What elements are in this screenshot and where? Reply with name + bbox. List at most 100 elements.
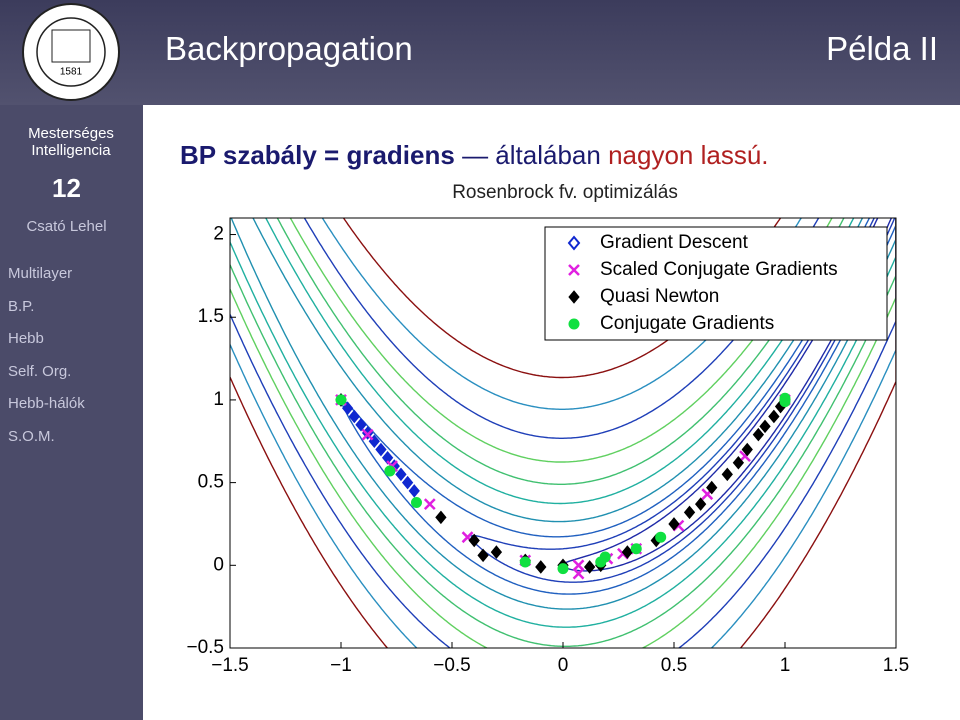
- marker-diamond: [683, 505, 696, 520]
- logo-year: 1581: [60, 67, 83, 78]
- marker-diamond-open: [567, 235, 581, 251]
- nav-item[interactable]: S.O.M.: [8, 427, 55, 445]
- marker-diamond: [774, 399, 787, 414]
- marker-x: [617, 547, 629, 560]
- marker-diamond: [490, 545, 503, 559]
- headline: BP szabály = gradiens — általában nagyon…: [180, 140, 769, 171]
- headline-dash: —: [462, 140, 489, 170]
- marker-diamond: [779, 393, 791, 407]
- marker-x: [568, 264, 580, 276]
- marker-x: [739, 450, 751, 463]
- lecture-number: 12: [52, 173, 81, 203]
- marker-diamond: [519, 553, 531, 568]
- x-tick-label: 1: [780, 655, 791, 676]
- marker-x: [519, 554, 532, 567]
- headline-bold: BP szabály = gradiens: [180, 140, 455, 170]
- marker-diamond: [721, 467, 733, 482]
- marker-x: [572, 559, 585, 572]
- contour-line: [340, 218, 896, 595]
- x-tick-label: −1: [330, 655, 352, 676]
- marker-diamond: [621, 545, 634, 559]
- y-tick-label: 0.5: [198, 472, 224, 493]
- marker-diamond: [694, 497, 707, 511]
- marker-circle: [557, 563, 569, 575]
- contour-line: [230, 218, 896, 628]
- nav-item[interactable]: B.P.: [8, 297, 35, 315]
- contour-line: [230, 218, 896, 647]
- marker-circle: [410, 496, 422, 508]
- marker-diamond: [595, 558, 607, 573]
- marker-circle: [655, 531, 667, 543]
- marker-x: [630, 542, 643, 555]
- marker-diamond: [650, 533, 662, 548]
- sidebar: Mesterséges Intelligencia 12 Csató Lehel…: [0, 105, 143, 720]
- marker-diamond: [348, 409, 360, 424]
- marker-diamond: [477, 548, 489, 563]
- y-tick-label: 1.5: [198, 306, 224, 327]
- marker-diamond: [361, 426, 374, 440]
- marker-circle: [519, 556, 531, 568]
- logo: 1581: [22, 3, 120, 101]
- marker-diamond: [335, 393, 347, 407]
- marker-x: [572, 567, 585, 580]
- marker-diamond: [557, 558, 569, 573]
- marker-diamond: [395, 467, 407, 482]
- x-tick-label: 1.5: [883, 655, 909, 676]
- marker-diamond: [401, 475, 414, 490]
- marker-circle: [595, 556, 607, 568]
- legend-label: Gradient Descent: [600, 232, 749, 253]
- marker-diamond: [583, 560, 596, 574]
- legend-label: Scaled Conjugate Gradients: [600, 259, 838, 280]
- contour-line: [230, 218, 896, 648]
- marker-x: [779, 394, 791, 406]
- x-tick-label: −0.5: [433, 655, 471, 676]
- marker-diamond: [768, 409, 780, 424]
- contours: [230, 218, 896, 648]
- nav-item[interactable]: Multilayer: [8, 265, 73, 282]
- contour-line: [230, 218, 896, 610]
- marker-x: [423, 498, 436, 510]
- marker-x: [701, 488, 714, 501]
- contour-line: [470, 218, 896, 583]
- marker-x: [335, 394, 347, 406]
- marker-circle: [779, 392, 791, 404]
- marker-x: [361, 428, 374, 441]
- slide-title: Backpropagation: [165, 30, 413, 67]
- marker-diamond: [368, 434, 380, 449]
- marker-circle: [630, 543, 642, 555]
- marker-diamond: [468, 533, 480, 548]
- legend: Gradient Descent Scaled Conjugate Gradien…: [544, 226, 888, 341]
- x-tick-label: −1.5: [211, 655, 249, 676]
- marker-diamond: [706, 480, 718, 495]
- marker-x: [461, 531, 474, 544]
- marker-diamond: [335, 393, 347, 407]
- marker-circle: [384, 465, 396, 477]
- x-tick-label: 0: [558, 655, 569, 676]
- slide-subtitle: Példa II: [826, 30, 938, 67]
- course: Mesterséges Intelligencia: [28, 125, 114, 159]
- y-tick-label: 1: [213, 389, 224, 410]
- x-tick-label: 0.5: [661, 655, 687, 676]
- marker-diamond: [759, 419, 771, 434]
- marker-circle: [335, 394, 347, 406]
- y-tick-label: −0.5: [186, 637, 224, 658]
- nav-item[interactable]: Self. Org.: [8, 362, 72, 380]
- marker-diamond: [668, 517, 680, 531]
- y-tick-label: 2: [213, 224, 224, 245]
- headline-red: nagyon lassú.: [608, 140, 769, 170]
- legend-box: [544, 226, 888, 341]
- marker-diamond: [741, 442, 753, 457]
- nav-item[interactable]: Hebb: [8, 330, 44, 347]
- marker-diamond: [535, 560, 547, 574]
- marker-diamond: [342, 401, 354, 415]
- y-tick-label: 0: [213, 554, 224, 575]
- nav-item[interactable]: Hebb-hálók: [8, 395, 85, 412]
- headline-normal: általában: [495, 140, 601, 170]
- legend-label: Quasi Newton: [600, 286, 719, 307]
- author: Csató Lehel: [26, 218, 107, 235]
- marker-diamond: [388, 459, 400, 473]
- marker-diamond: [381, 451, 394, 465]
- plot-frame: [229, 217, 897, 649]
